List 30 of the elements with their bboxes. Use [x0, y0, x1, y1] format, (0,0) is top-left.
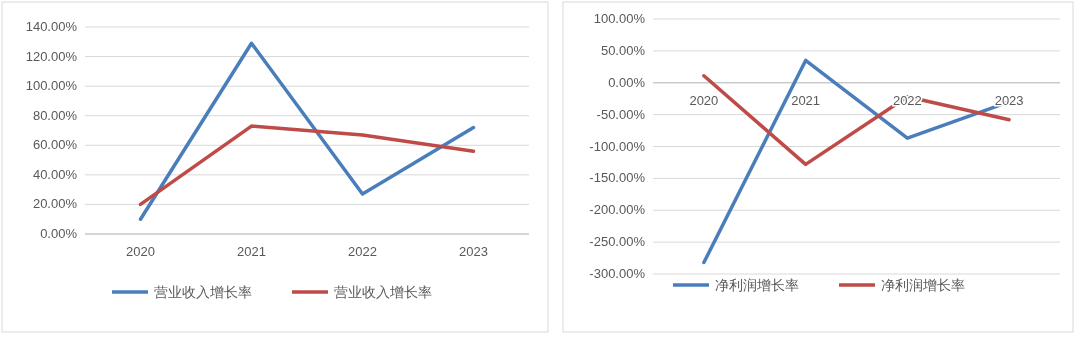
y-tick-label: -200.00% [589, 202, 646, 218]
legend-label: 净利润增长率 [715, 277, 799, 293]
y-tick-label: 60.00% [32, 137, 78, 153]
y-tick-label: 20.00% [32, 196, 78, 212]
y-tick-label: -100.00% [589, 138, 646, 154]
x-tick-label: 2020 [689, 92, 719, 108]
line-series [138, 124, 476, 207]
y-tick-label: -300.00% [589, 266, 646, 281]
x-tick-label: 2022 [348, 244, 377, 259]
y-tick-label: 120.00% [25, 48, 78, 64]
legend-label: 营业收入增长率 [154, 284, 252, 300]
y-tick-label: 50.00% [600, 42, 646, 58]
y-tick-label: -50.00% [596, 106, 646, 122]
y-tick-label: -150.00% [589, 170, 646, 186]
legend-label: 净利润增长率 [881, 277, 965, 293]
y-tick-label: 80.00% [32, 107, 78, 123]
y-tick-label: -250.00% [589, 234, 646, 250]
x-tick-label: 2021 [237, 244, 266, 259]
y-tick-label: 100.00% [25, 78, 78, 94]
y-tick-label: 0.00% [40, 226, 78, 241]
x-tick-label: 2023 [459, 244, 488, 259]
y-tick-label: 40.00% [32, 166, 78, 182]
y-tick-label: 140.00% [25, 19, 78, 34]
y-tick-label: 0.00% [608, 74, 646, 90]
y-tick-label: 100.00% [593, 11, 646, 26]
x-tick-label: 2020 [126, 244, 155, 259]
legend-label: 营业收入增长率 [334, 284, 432, 300]
line-series [138, 41, 476, 221]
x-tick-label: 2023 [994, 92, 1024, 108]
x-tick-label: 2021 [791, 92, 821, 108]
